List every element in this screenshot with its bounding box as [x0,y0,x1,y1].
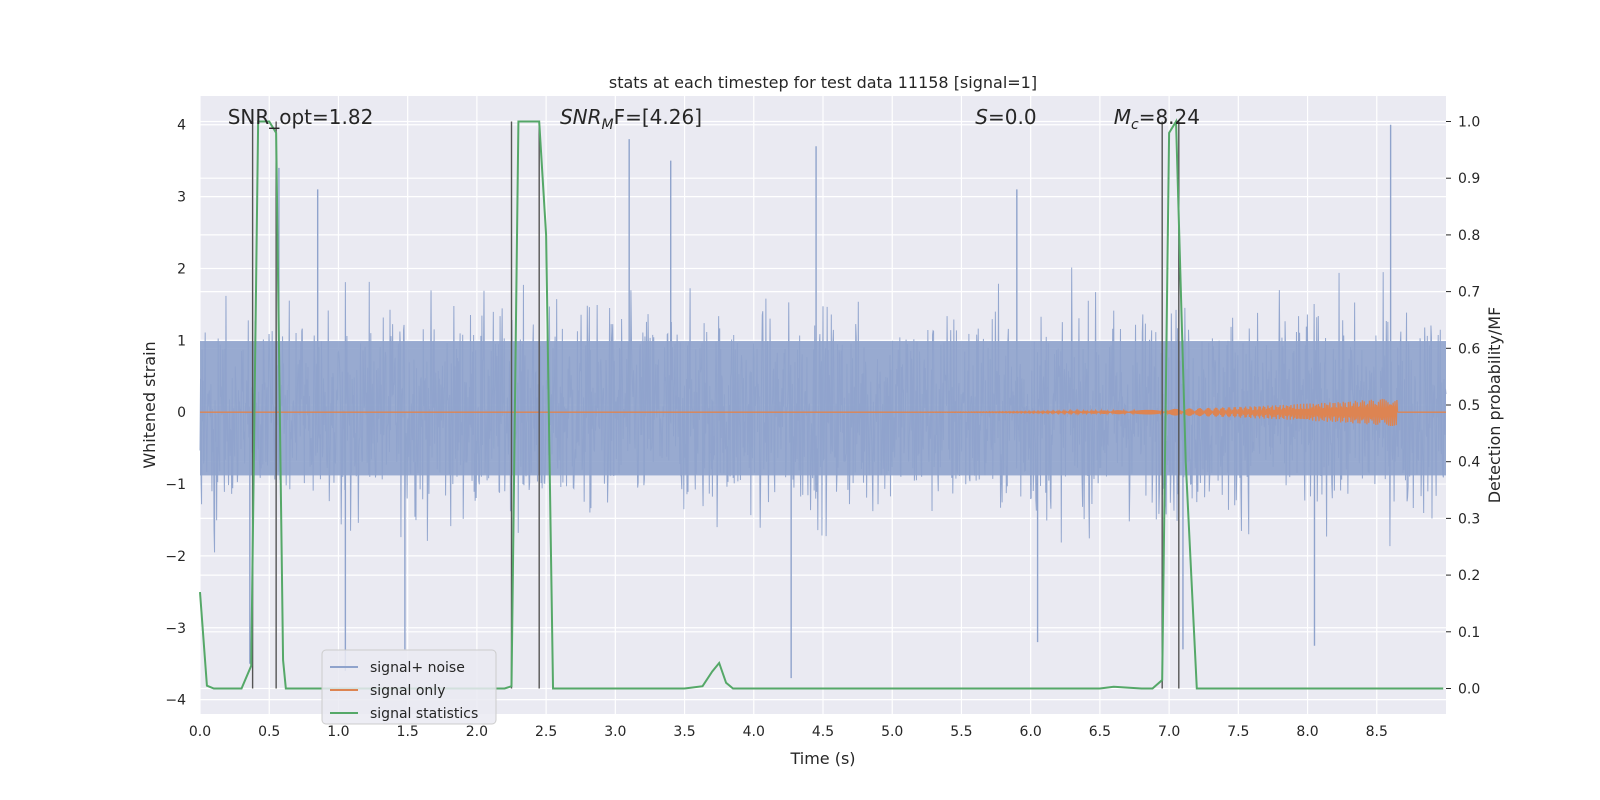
signal-statistics-line [199,118,1444,690]
x-tick-label-7: 3.5 [673,724,695,740]
x-tick-label-0: 0.0 [189,724,211,740]
x-tick-label-3: 1.5 [397,724,419,740]
x-tick-label-16: 8.0 [1296,724,1318,740]
y-tick-right-5: 0.5 [1458,398,1480,414]
y-tick-left-7: −3 [165,621,186,637]
y-ticks-right: 1.0 0.9 0.8 0.7 0.6 0.5 0.4 0.3 0.2 0.1 0.0 [1446,115,1480,697]
y-axis-label-left: Whitened strain [140,341,159,468]
y-ticks-left: 4 3 2 1 0 −1 −2 −3 −4 [165,118,186,709]
x-tick-label-8: 4.0 [743,724,765,740]
x-tick-label-15: 7.5 [1227,724,1249,740]
legend: signal+ noise signal only signal statistic… [321,649,497,725]
signal-noise-band [200,341,1446,476]
y-tick-right-1: 0.9 [1458,171,1480,187]
x-tick-label-17: 8.5 [1366,724,1388,740]
x-tick-label-6: 3.0 [604,724,626,740]
x-ticks: 0.0 0.5 1.0 1.5 2.0 2.5 3.0 3.5 4.0 4.5 5.0 5.5 6.0 6… [189,724,1388,740]
chart-title: stats at each timestep for test data 111… [609,73,1037,92]
y-tick-left-4: 0 [177,405,186,421]
signal-only-chirp [823,398,1399,427]
x-tick-label-14: 7.0 [1158,724,1180,740]
annotation-3: Mc=8.24 [1114,105,1200,133]
y-tick-left-0: 4 [177,118,186,134]
annotation-2: S=0.0 [975,105,1036,129]
y-tick-right-10: 0.0 [1458,681,1480,697]
annotation-0: SNR_opt=1.82 [228,105,374,129]
annotations: SNR_opt=1.82 SNRMF=[4.26] S=0.0 Mc=8.24 [228,105,1200,133]
y-tick-right-6: 0.4 [1458,455,1480,471]
y-tick-left-5: −1 [165,477,186,493]
y-tick-right-0: 1.0 [1458,115,1480,131]
x-tick-label-11: 5.5 [950,724,972,740]
x-axis-label: Time (s) [789,749,855,768]
annotation-1: SNRMF=[4.26] [560,105,702,133]
y-tick-left-3: 1 [177,333,186,349]
y-tick-right-3: 0.7 [1458,285,1480,301]
y-tick-left-8: −4 [165,693,186,709]
x-tick-label-10: 5.0 [881,724,903,740]
x-tick-label-4: 2.0 [466,724,488,740]
x-tick-label-1: 0.5 [258,724,280,740]
x-tick-label-5: 2.5 [535,724,557,740]
x-tick-label-9: 4.5 [812,724,834,740]
vertical-markers [251,121,1180,689]
x-tick-label-2: 1.0 [327,724,349,740]
legend-label-2: signal statistics [370,706,478,722]
y-tick-right-9: 0.1 [1458,625,1480,641]
x-tick-label-12: 6.0 [1020,724,1042,740]
y-tick-left-2: 2 [177,261,186,277]
x-tick-label-13: 6.5 [1089,724,1111,740]
y-tick-right-8: 0.2 [1458,568,1480,584]
signal-noise-series [199,124,1447,679]
y-tick-left-1: 3 [177,190,186,206]
y-axis-label-right: Detection probability/MF [1485,307,1504,504]
y-tick-right-2: 0.8 [1458,228,1480,244]
legend-label-0: signal+ noise [370,660,465,676]
y-tick-left-6: −2 [165,549,186,565]
legend-label-1: signal only [370,683,445,699]
y-tick-right-4: 0.6 [1458,341,1480,357]
y-tick-right-7: 0.3 [1458,511,1480,527]
legend-box [321,649,497,725]
signal-statistics-series [199,118,1444,690]
